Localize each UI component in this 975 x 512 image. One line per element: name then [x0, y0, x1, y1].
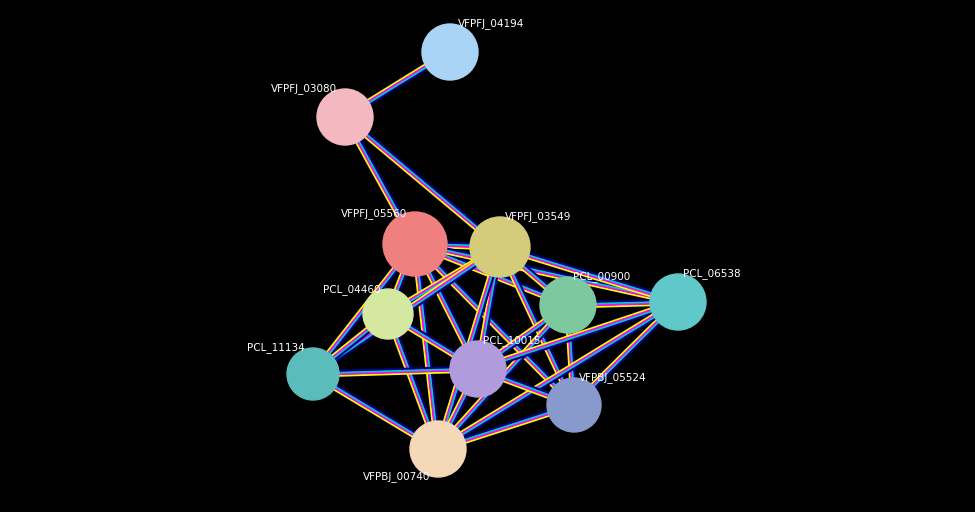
Text: PCL_11134: PCL_11134	[248, 343, 305, 353]
Text: PCL_06538: PCL_06538	[683, 269, 741, 280]
Circle shape	[383, 212, 447, 276]
Text: PCL_00900: PCL_00900	[573, 271, 630, 283]
Circle shape	[410, 421, 466, 477]
Text: PCL_10015: PCL_10015	[483, 335, 540, 347]
Text: VFPFJ_03080: VFPFJ_03080	[271, 83, 337, 94]
Circle shape	[470, 217, 530, 277]
Text: VFPFJ_03549: VFPFJ_03549	[505, 211, 571, 222]
Text: VFPFJ_04194: VFPFJ_04194	[458, 18, 525, 30]
Circle shape	[650, 274, 706, 330]
Circle shape	[540, 277, 596, 333]
Text: VFPBJ_00740: VFPBJ_00740	[363, 472, 430, 482]
Text: PCL_04460: PCL_04460	[323, 285, 380, 295]
Text: VFPBJ_05524: VFPBJ_05524	[579, 373, 646, 383]
Text: VFPFJ_05560: VFPFJ_05560	[340, 208, 407, 220]
Circle shape	[422, 24, 478, 80]
Circle shape	[547, 378, 601, 432]
Circle shape	[287, 348, 339, 400]
Circle shape	[363, 289, 413, 339]
Circle shape	[450, 341, 506, 397]
Circle shape	[317, 89, 373, 145]
